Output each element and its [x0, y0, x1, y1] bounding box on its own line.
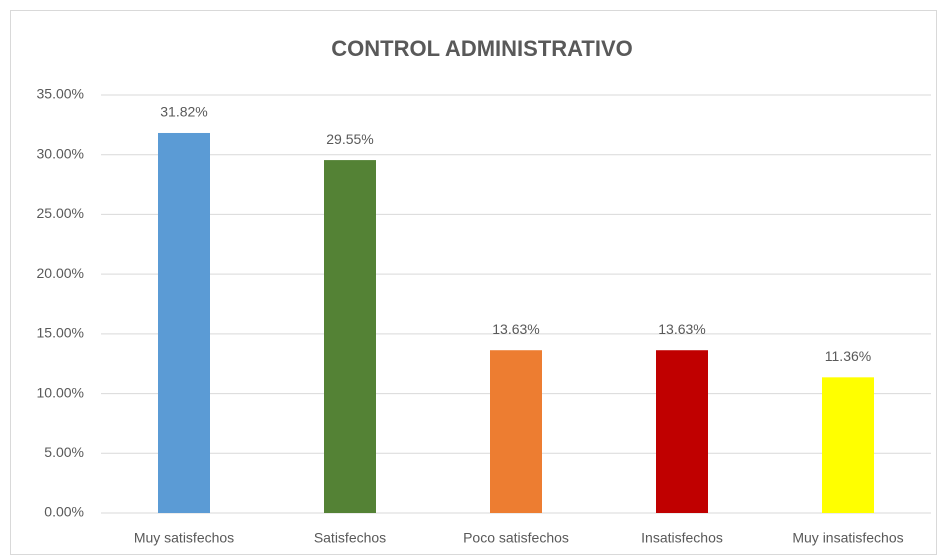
x-tick-label: Poco satisfechos — [463, 530, 569, 546]
bar — [324, 160, 376, 514]
y-tick-label: 0.00% — [44, 504, 84, 520]
y-tick-label: 20.00% — [37, 265, 84, 281]
data-label: 29.55% — [326, 131, 373, 147]
y-tick-label: 30.00% — [37, 145, 84, 161]
data-label: 11.36% — [825, 348, 871, 364]
data-label: 13.63% — [658, 321, 705, 337]
y-tick-label: 10.00% — [37, 384, 84, 400]
bar — [656, 350, 708, 513]
chart-frame — [10, 10, 937, 555]
bar — [158, 132, 210, 514]
chart-title: CONTROL ADMINISTRATIVO — [331, 36, 632, 61]
y-tick-label: 5.00% — [44, 444, 84, 460]
x-tick-label: Insatisfechos — [641, 530, 723, 546]
x-tick-label: Satisfechos — [314, 530, 386, 546]
bar — [822, 377, 874, 513]
y-tick-label: 35.00% — [37, 86, 84, 102]
bar — [490, 350, 542, 513]
x-tick-label: Muy insatisfechos — [792, 530, 903, 546]
data-label: 13.63% — [492, 321, 539, 337]
y-tick-label: 15.00% — [37, 325, 84, 341]
x-tick-label: Muy satisfechos — [134, 530, 234, 546]
y-tick-label: 25.00% — [37, 205, 84, 221]
data-label: 31.82% — [160, 104, 207, 120]
